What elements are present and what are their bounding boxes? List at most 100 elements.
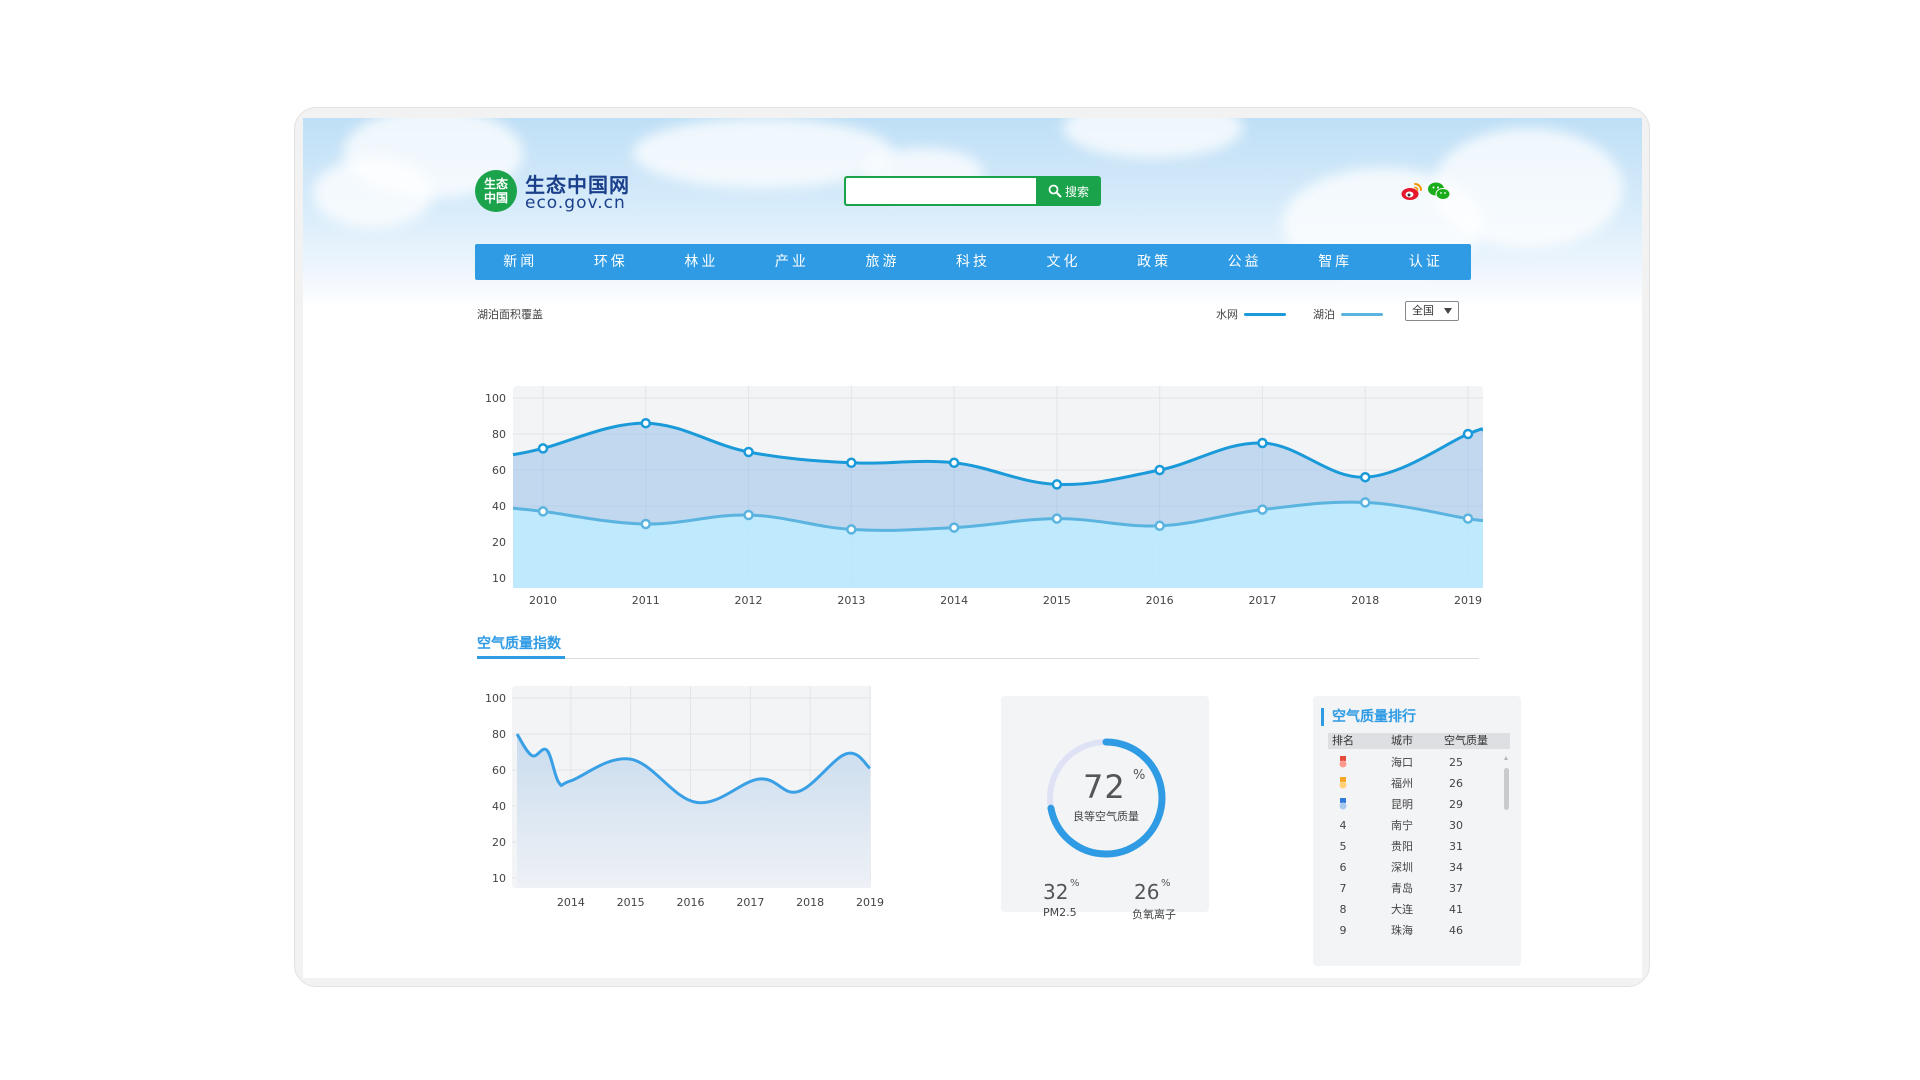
data-point [1359, 497, 1371, 508]
search-button[interactable]: 搜索 [1036, 176, 1101, 206]
legend-lake[interactable]: 湖泊 [1313, 306, 1383, 322]
data-point [640, 417, 652, 429]
medal-gold-icon [1328, 752, 1358, 773]
tab-divider [477, 658, 1479, 659]
nav-item-2[interactable]: 林业 [684, 254, 719, 270]
ranking-row[interactable]: 9 珠海 46 [1328, 920, 1498, 941]
tab-air-quality-index[interactable]: 空气质量指数 [477, 636, 561, 652]
ranking-row[interactable]: 6 深圳 34 [1328, 857, 1498, 878]
pm25-value: 32 [1043, 880, 1069, 904]
data-point [1051, 513, 1063, 524]
y-tick-label: 80 [492, 728, 506, 741]
ranking-row[interactable]: 昆明 29 [1328, 794, 1498, 815]
nav-item-7[interactable]: 政策 [1137, 254, 1172, 270]
site-logo[interactable]: 生态 中国 生态中国网 eco.gov.cn [475, 168, 635, 216]
legend-lake-label: 湖泊 [1313, 308, 1335, 321]
y-tick-label: 100 [485, 392, 506, 405]
rank-number: 9 [1339, 924, 1347, 937]
x-tick-label: 2018 [796, 896, 824, 909]
nav-item-6[interactable]: 文化 [1046, 254, 1081, 270]
region-select[interactable]: 全国 [1405, 301, 1459, 321]
series-area-1 [513, 502, 1483, 588]
quality-ring [1046, 738, 1166, 858]
x-tick-label: 2012 [735, 594, 763, 607]
city-name: 大连 [1391, 903, 1413, 916]
rank-number: 4 [1339, 819, 1347, 832]
browser-viewport: 生态 中国 生态中国网 eco.gov.cn 搜索 [303, 118, 1642, 978]
rank-number: 8 [1339, 903, 1347, 916]
ranking-scrollbar[interactable] [1504, 756, 1509, 961]
data-point [948, 522, 960, 533]
data-point [1359, 471, 1371, 483]
search-input[interactable] [844, 176, 1036, 206]
data-point [537, 443, 549, 454]
city-name: 福州 [1391, 777, 1413, 790]
rank-number: 5 [1339, 840, 1347, 853]
legend-lake-swatch [1341, 312, 1383, 316]
quality-value: 29 [1449, 798, 1463, 811]
data-point [1257, 504, 1268, 515]
nav-item-0[interactable]: 新闻 [503, 254, 538, 270]
nav-item-3[interactable]: 产业 [774, 254, 809, 270]
quality-value: 30 [1449, 819, 1463, 832]
ranking-row[interactable]: 8 大连 41 [1328, 899, 1498, 920]
data-point [846, 457, 857, 469]
x-tick-label: 2011 [632, 594, 660, 607]
nav-item-1[interactable]: 环保 [593, 254, 628, 270]
nav-item-4[interactable]: 旅游 [865, 254, 900, 270]
col-rank: 排名 [1332, 734, 1354, 747]
y-tick-label: 100 [485, 692, 506, 705]
x-tick-label: 2014 [940, 594, 968, 607]
ring-value: 72 [1083, 768, 1126, 806]
ranking-row[interactable]: 海口 25 [1328, 752, 1498, 773]
data-point [1051, 479, 1063, 490]
y-tick-label: 20 [492, 836, 506, 849]
series-area [516, 734, 870, 888]
air-quality-chart: 2014 2015 2016 2017 2018 2019 10 20 40 60 80 100 [485, 686, 884, 909]
x-tick-label: 2013 [837, 594, 865, 607]
weibo-icon[interactable] [1400, 180, 1424, 202]
ranking-row[interactable]: 5 贵阳 31 [1328, 836, 1498, 857]
logo-title: 生态中国网 [525, 173, 630, 197]
x-tick-label: 2019 [1454, 594, 1482, 607]
x-tick-label: 2018 [1351, 594, 1379, 607]
ranking-row[interactable]: 福州 26 [1328, 773, 1498, 794]
city-name: 南宁 [1391, 819, 1413, 832]
city-name: 珠海 [1391, 924, 1413, 937]
col-city: 城市 [1391, 734, 1413, 747]
city-name: 贵阳 [1391, 840, 1413, 853]
legend-water-net[interactable]: 水网 [1216, 306, 1286, 322]
quality-value: 41 [1449, 903, 1463, 916]
data-point [948, 457, 960, 469]
x-tick-label: 2014 [557, 896, 585, 909]
quality-value: 31 [1449, 840, 1463, 853]
x-tick-label: 2017 [736, 896, 764, 909]
y-tick-label: 10 [492, 872, 506, 885]
nav-item-9[interactable]: 智库 [1318, 254, 1353, 270]
legend-water-net-swatch [1244, 312, 1286, 316]
ranking-title: 空气质量排行 [1321, 708, 1416, 726]
nav-item-5[interactable]: 科技 [956, 254, 990, 270]
ranking-table-header: 排名 城市 空气质量 [1328, 733, 1510, 749]
series-line [515, 733, 871, 805]
x-tick-label: 2015 [1043, 594, 1071, 607]
quality-value: 37 [1449, 882, 1463, 895]
quality-value: 34 [1449, 861, 1463, 874]
x-tick-label: 2010 [529, 594, 557, 607]
ranking-row[interactable]: 7 青岛 37 [1328, 878, 1498, 899]
legend-water-net-label: 水网 [1216, 308, 1238, 321]
ranking-scroll-thumb[interactable] [1504, 768, 1509, 810]
medal-silver-icon [1328, 773, 1358, 794]
pm25-label: PM2.5 [1043, 906, 1077, 919]
lake-area-chart: 2010 2011 2012 2013 2014 2015 2016 2017 2018 2019… [485, 386, 1483, 607]
data-point [846, 524, 857, 535]
y-tick-label: 40 [492, 500, 506, 513]
quality-ring-panel [1001, 696, 1209, 912]
nav-item-8[interactable]: 公益 [1227, 254, 1262, 270]
x-tick-label: 2016 [1146, 594, 1174, 607]
col-quality: 空气质量 [1444, 734, 1488, 747]
ranking-row[interactable]: 4 南宁 30 [1328, 815, 1498, 836]
x-tick-label: 2016 [677, 896, 705, 909]
wechat-icon[interactable] [1427, 180, 1451, 202]
nav-item-10[interactable]: 认证 [1408, 254, 1443, 270]
